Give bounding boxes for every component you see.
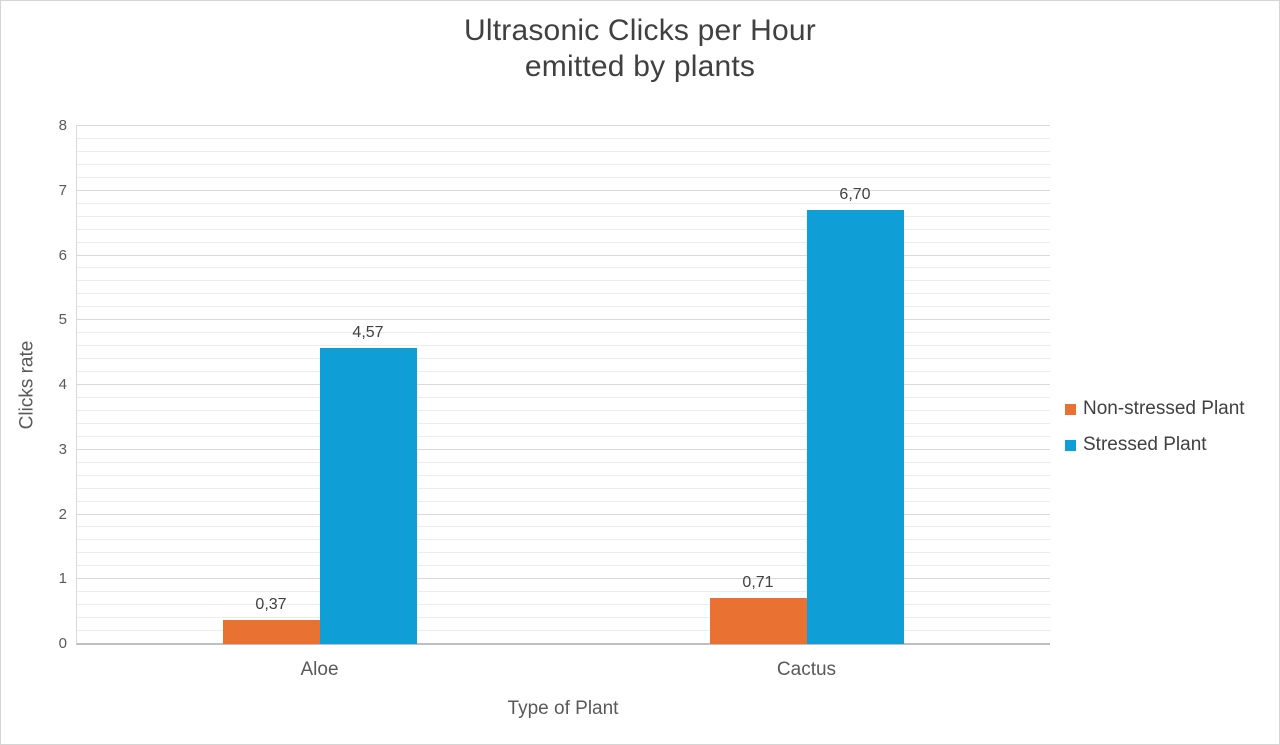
y-tick-label: 8: [58, 117, 67, 134]
legend-item-stressed-plant: Stressed Plant: [1065, 433, 1245, 457]
gridline-minor: [76, 461, 1050, 463]
gridline-minor: [76, 422, 1050, 424]
gridline-minor: [76, 332, 1050, 334]
gridline-minor: [76, 371, 1050, 373]
y-axis-line: [76, 126, 77, 644]
x-axis-category-labels: Aloe Cactus: [76, 659, 1050, 681]
bar-stressed-plant-cactus: [806, 210, 904, 644]
gridline-minor: [76, 228, 1050, 230]
y-tick-label: 4: [58, 376, 67, 393]
y-tick-label: 7: [58, 181, 67, 199]
gridline-minor: [76, 409, 1050, 411]
y-tick-label: 6: [58, 246, 67, 264]
bar-value-label: 0,71: [742, 574, 774, 592]
bar-stressed-plant-aloe: [319, 348, 417, 644]
y-tick-label: 5: [58, 311, 67, 329]
gridline-minor: [76, 487, 1050, 489]
chart-title-line-1: Ultrasonic Clicks per Hour: [464, 14, 816, 47]
gridline-minor: [76, 137, 1050, 139]
gridline-minor: [76, 202, 1050, 204]
gridline-major: [76, 319, 1050, 321]
gridline-minor: [76, 176, 1050, 178]
legend-color-swatch: [1065, 439, 1076, 451]
y-axis-ticks: 0 1 2 3 4 5 6 7 8: [29, 117, 67, 652]
gridline-minor: [76, 500, 1050, 502]
gridline-minor: [76, 396, 1050, 398]
y-tick-label: 1: [58, 570, 67, 588]
chart-title: Ultrasonic Clicks per Hour emitted by pl…: [1, 13, 1279, 85]
chart-title-line-2: emitted by plants: [524, 50, 756, 83]
gridline-minor: [76, 306, 1050, 308]
gridline-major: [76, 448, 1050, 450]
gridline-major: [76, 254, 1050, 256]
gridline-minor: [76, 565, 1050, 567]
gridline-major: [76, 125, 1050, 126]
bar-non-stressed-plant-cactus: [709, 598, 807, 644]
gridline-minor: [76, 526, 1050, 528]
x-axis-title: Type of Plant: [507, 698, 619, 719]
bar-value-label: 6,70: [839, 186, 871, 204]
gridline-minor: [76, 280, 1050, 282]
y-tick-label: 2: [58, 505, 67, 523]
category-label-aloe: Aloe: [300, 659, 339, 680]
legend-item-non-stressed-plant: Non-stressed Plant: [1065, 397, 1245, 421]
gridline-major: [76, 578, 1050, 580]
gridline-minor: [76, 604, 1050, 606]
gridline-minor: [76, 617, 1050, 619]
bar-non-stressed-plant-aloe: [222, 620, 320, 644]
legend: Non-stressed Plant Stressed Plant: [1065, 397, 1245, 469]
y-tick-label: 3: [58, 440, 67, 458]
gridline-minor: [76, 435, 1050, 437]
plot-area: 0,37 4,57 0,71 6,70: [76, 125, 1050, 645]
gridline-major: [76, 384, 1050, 385]
bar-value-label: 0,37: [255, 596, 287, 614]
gridline-major: [76, 513, 1050, 515]
x-axis-baseline: [76, 643, 1050, 645]
gridline-minor: [76, 163, 1050, 165]
y-tick-label: 0: [58, 635, 67, 652]
gridline-minor: [76, 358, 1050, 360]
gridline-minor: [76, 539, 1050, 541]
gridline-major: [76, 189, 1050, 191]
category-label-cactus: Cactus: [776, 659, 837, 680]
gridline-minor: [76, 345, 1050, 347]
gridline-minor: [76, 267, 1050, 269]
gridline-minor: [76, 241, 1050, 243]
legend-color-swatch: [1065, 403, 1076, 415]
gridline-minor: [76, 552, 1050, 554]
gridline-minor: [76, 150, 1050, 152]
legend-label: Non-stressed Plant: [1083, 398, 1245, 419]
gridline-minor: [76, 630, 1050, 632]
gridline-minor: [76, 474, 1050, 476]
gridline-minor: [76, 591, 1050, 593]
bar-value-label: 4,57: [352, 324, 384, 342]
legend-label: Stressed Plant: [1083, 434, 1207, 455]
gridline-minor: [76, 293, 1050, 295]
gridline-minor: [76, 215, 1050, 217]
